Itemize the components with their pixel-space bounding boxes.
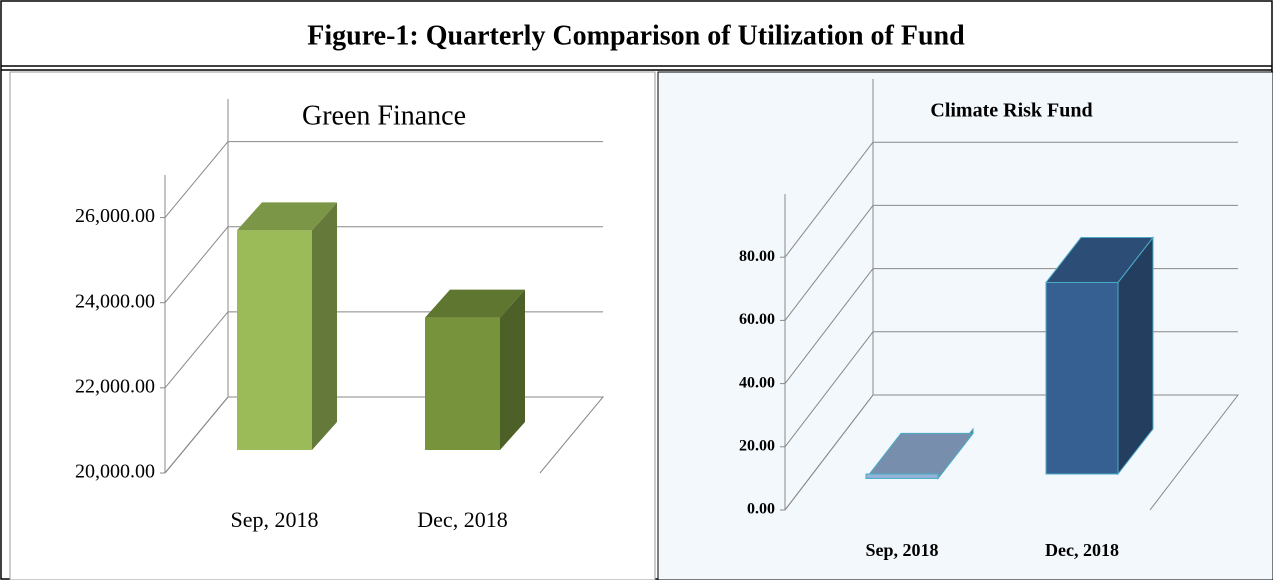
grid-line [784, 268, 874, 384]
x-tick-label: Dec, 2018 [417, 507, 507, 532]
x-tick-label: Sep, 2018 [231, 507, 319, 532]
y-tick-label: 40.00 [739, 374, 775, 391]
chart-title: Climate Risk Fund [930, 100, 1092, 122]
grid-line [164, 396, 229, 474]
grid-line [784, 394, 874, 511]
chart-title: Green Finance [302, 100, 466, 131]
panel [657, 71, 1273, 581]
figure-title: Figure-1: Quarterly Comparison of Utiliz… [307, 20, 965, 51]
x-tick-label: Dec, 2018 [1045, 540, 1119, 560]
x-tick-label: Sep, 2018 [865, 540, 938, 560]
y-tick-label: 24,000.00 [75, 290, 155, 312]
y-tick-label: 20.00 [739, 437, 775, 454]
grid-line [164, 311, 229, 389]
y-tick-label: 20,000.00 [75, 461, 155, 483]
bar [865, 473, 939, 479]
y-tick-label: 80.00 [739, 248, 775, 265]
grid-line [164, 226, 229, 304]
y-tick-label: 60.00 [739, 311, 775, 328]
bar-top [425, 289, 525, 318]
bar [1045, 281, 1119, 475]
y-tick-label: 26,000.00 [75, 205, 155, 227]
grid-line [784, 141, 874, 258]
y-tick-label: 22,000.00 [75, 375, 155, 397]
bar [425, 317, 500, 450]
bar-side [312, 202, 337, 450]
y-tick-label: 0.00 [747, 501, 775, 518]
grid-line [784, 205, 874, 321]
bar-top [237, 202, 337, 231]
bar-side [500, 289, 525, 450]
bar [237, 230, 312, 450]
grid-line [784, 331, 874, 448]
grid-line [164, 141, 229, 218]
